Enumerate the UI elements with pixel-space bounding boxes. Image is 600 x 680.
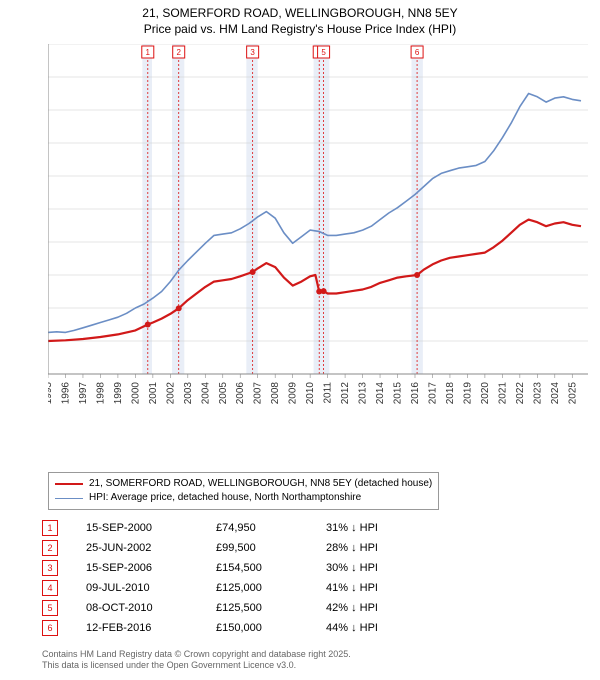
svg-text:2009: 2009 xyxy=(288,382,299,405)
sale-pct: 41% ↓ HPI xyxy=(326,582,436,594)
sale-date: 08-OCT-2010 xyxy=(86,602,216,614)
sale-marker: 3 xyxy=(42,560,58,576)
svg-text:2021: 2021 xyxy=(497,382,508,405)
chart-area: £0£50K£100K£150K£200K£250K£300K£350K£400… xyxy=(48,44,588,419)
sale-price: £150,000 xyxy=(216,622,326,634)
sale-pct: 42% ↓ HPI xyxy=(326,602,436,614)
svg-text:2007: 2007 xyxy=(253,382,264,405)
svg-text:3: 3 xyxy=(250,48,255,57)
svg-text:2006: 2006 xyxy=(235,382,246,405)
sale-marker: 1 xyxy=(42,520,58,536)
svg-text:2025: 2025 xyxy=(567,382,578,405)
sales-row: 2 25-JUN-2002£99,50028% ↓ HPI xyxy=(42,538,436,558)
sale-date: 09-JUL-2010 xyxy=(86,582,216,594)
sale-pct: 30% ↓ HPI xyxy=(326,562,436,574)
svg-text:2002: 2002 xyxy=(165,382,176,405)
svg-text:1999: 1999 xyxy=(113,382,124,405)
sale-price: £154,500 xyxy=(216,562,326,574)
svg-text:2010: 2010 xyxy=(305,382,316,405)
legend: 21, SOMERFORD ROAD, WELLINGBOROUGH, NN8 … xyxy=(48,472,439,510)
svg-text:2022: 2022 xyxy=(515,382,526,405)
svg-text:2023: 2023 xyxy=(532,382,543,405)
legend-row: 21, SOMERFORD ROAD, WELLINGBOROUGH, NN8 … xyxy=(55,477,432,491)
sale-marker: 6 xyxy=(42,620,58,636)
sale-pct: 28% ↓ HPI xyxy=(326,542,436,554)
sales-row: 1 15-SEP-2000£74,95031% ↓ HPI xyxy=(42,518,436,538)
chart-container: { "title": { "line1": "21, SOMERFORD ROA… xyxy=(0,0,600,680)
sale-pct: 31% ↓ HPI xyxy=(326,522,436,534)
legend-swatch xyxy=(55,498,83,499)
chart-svg: £0£50K£100K£150K£200K£250K£300K£350K£400… xyxy=(48,44,588,419)
svg-text:1996: 1996 xyxy=(60,382,71,405)
svg-text:1997: 1997 xyxy=(78,382,89,405)
sales-row: 5 08-OCT-2010£125,50042% ↓ HPI xyxy=(42,598,436,618)
footnote-line1: Contains HM Land Registry data © Crown c… xyxy=(42,649,351,661)
svg-text:2003: 2003 xyxy=(183,382,194,405)
svg-text:2019: 2019 xyxy=(462,382,473,405)
svg-text:2024: 2024 xyxy=(550,382,561,405)
svg-text:6: 6 xyxy=(415,48,420,57)
sales-row: 6 12-FEB-2016£150,00044% ↓ HPI xyxy=(42,618,436,638)
sale-price: £125,000 xyxy=(216,582,326,594)
title-line2: Price paid vs. HM Land Registry's House … xyxy=(0,22,600,38)
svg-text:2016: 2016 xyxy=(410,382,421,405)
svg-text:2018: 2018 xyxy=(445,382,456,405)
sale-marker: 2 xyxy=(42,540,58,556)
legend-row: HPI: Average price, detached house, Nort… xyxy=(55,491,432,505)
sale-date: 25-JUN-2002 xyxy=(86,542,216,554)
svg-text:2014: 2014 xyxy=(375,382,386,405)
svg-text:2017: 2017 xyxy=(427,382,438,405)
sale-price: £125,500 xyxy=(216,602,326,614)
sale-marker: 5 xyxy=(42,600,58,616)
svg-text:2005: 2005 xyxy=(218,382,229,405)
sale-price: £74,950 xyxy=(216,522,326,534)
svg-text:2001: 2001 xyxy=(148,382,159,405)
chart-title: 21, SOMERFORD ROAD, WELLINGBOROUGH, NN8 … xyxy=(0,0,600,37)
svg-text:2011: 2011 xyxy=(323,382,334,404)
sale-pct: 44% ↓ HPI xyxy=(326,622,436,634)
sale-date: 15-SEP-2006 xyxy=(86,562,216,574)
sale-price: £99,500 xyxy=(216,542,326,554)
legend-label: 21, SOMERFORD ROAD, WELLINGBOROUGH, NN8 … xyxy=(89,477,432,491)
svg-text:1: 1 xyxy=(146,48,151,57)
sales-table: 1 15-SEP-2000£74,95031% ↓ HPI 2 25-JUN-2002… xyxy=(42,518,436,638)
svg-text:2015: 2015 xyxy=(393,382,404,405)
svg-text:2: 2 xyxy=(176,48,181,57)
sale-date: 12-FEB-2016 xyxy=(86,622,216,634)
sales-row: 4 09-JUL-2010£125,00041% ↓ HPI xyxy=(42,578,436,598)
svg-text:2012: 2012 xyxy=(340,382,351,405)
sales-row: 3 15-SEP-2006£154,50030% ↓ HPI xyxy=(42,558,436,578)
legend-swatch xyxy=(55,483,83,485)
title-line1: 21, SOMERFORD ROAD, WELLINGBOROUGH, NN8 … xyxy=(0,6,600,22)
svg-text:2008: 2008 xyxy=(270,382,281,405)
svg-text:5: 5 xyxy=(321,48,326,57)
footnote: Contains HM Land Registry data © Crown c… xyxy=(42,649,351,672)
svg-text:2013: 2013 xyxy=(358,382,369,405)
sale-marker: 4 xyxy=(42,580,58,596)
legend-label: HPI: Average price, detached house, Nort… xyxy=(89,491,361,505)
svg-text:2000: 2000 xyxy=(130,382,141,405)
svg-text:1998: 1998 xyxy=(95,382,106,405)
svg-text:2020: 2020 xyxy=(480,382,491,405)
svg-text:1995: 1995 xyxy=(48,382,54,405)
footnote-line2: This data is licensed under the Open Gov… xyxy=(42,660,351,672)
sale-date: 15-SEP-2000 xyxy=(86,522,216,534)
svg-text:2004: 2004 xyxy=(200,382,211,405)
